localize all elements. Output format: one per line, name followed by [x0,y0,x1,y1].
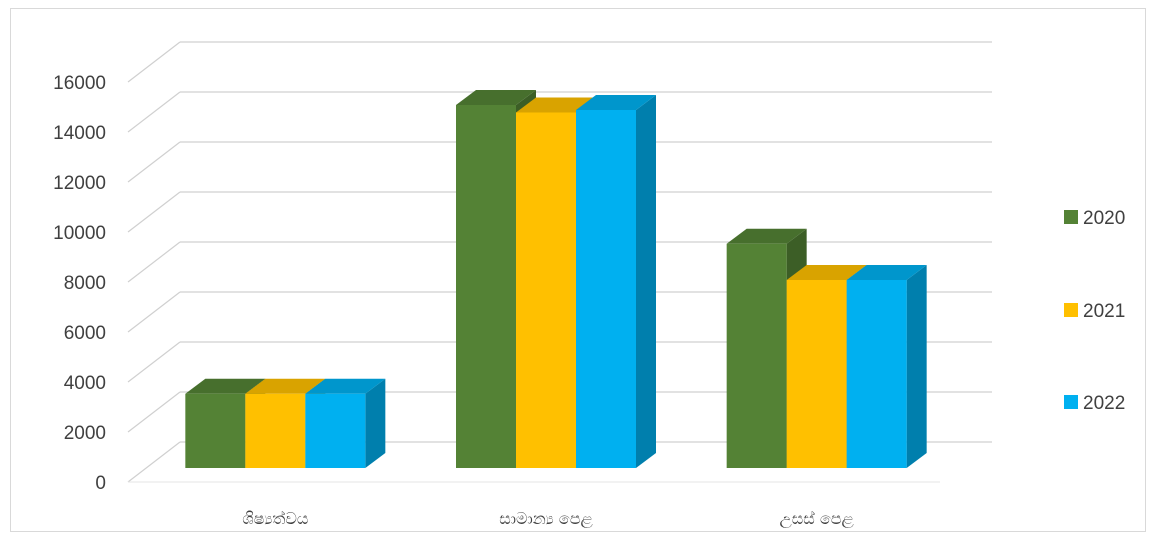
y-tick-label: 16000 [53,73,106,94]
bar-top [576,95,656,110]
bar-side [906,265,927,468]
bar-2022-0 [305,378,386,468]
legend-label: 2021 [1083,301,1125,322]
bar [245,393,306,468]
bar-top [846,265,927,280]
bar [185,393,246,468]
bar-top [456,90,536,105]
bar-side [636,95,656,468]
gridline-side [127,141,181,183]
bar-side [365,378,386,468]
legend: 2020 2021 2022 [1064,208,1125,414]
y-tick-label: 2000 [64,423,106,444]
gridline-side [127,191,181,233]
gridline-side [127,441,181,483]
bar [726,243,787,468]
bar [786,280,847,468]
gridline-side [127,291,181,333]
y-tick-label: 12000 [53,173,106,194]
bar [846,280,907,468]
y-axis: 0 2000 4000 6000 8000 10000 12000 14000 16000 [53,73,106,494]
bars [185,90,927,468]
legend-label: 2022 [1083,393,1125,414]
gridline-side [127,391,181,433]
x-tick-label: සාමාන්‍ය පෙළ [499,509,593,529]
bar-top [305,378,386,394]
gridline-side [127,241,181,283]
y-tick-label: 10000 [53,223,106,244]
bar-top [245,378,326,394]
legend-swatch [1064,395,1078,409]
legend-swatch [1064,303,1078,317]
y-tick-label: 14000 [53,123,106,144]
legend-label: 2020 [1083,208,1125,229]
bar-2022-2 [846,265,927,468]
bar-top [516,97,596,113]
x-axis: ශිෂ්‍යත්වය සාමාන්‍ය පෙළ උසස් පෙළ [242,509,854,529]
bar-2022-1 [576,95,656,468]
bar-top [786,265,867,280]
y-tick-label: 4000 [64,373,106,394]
gridline-side [127,41,181,83]
bar-top [726,228,807,244]
legend-swatch [1064,210,1078,224]
bar [576,110,636,468]
x-tick-label: ශිෂ්‍යත්වය [242,509,308,528]
gridline-side [127,91,181,133]
bar [305,393,366,468]
y-tick-label: 6000 [64,323,106,344]
y-tick-label: 8000 [64,273,106,294]
gridline-side [127,341,181,383]
bar-top [185,378,266,394]
bar [456,105,516,468]
x-tick-label: උසස් පෙළ [780,509,854,529]
y-tick-label: 0 [95,473,106,494]
bar [516,112,576,468]
